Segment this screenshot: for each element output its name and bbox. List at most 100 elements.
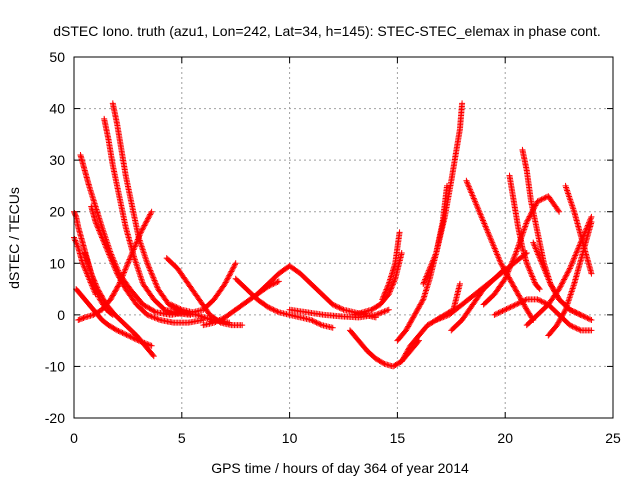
data-point [534, 198, 541, 205]
data-point [538, 260, 545, 267]
data-point [385, 306, 392, 313]
data-point [127, 255, 134, 262]
data-point [543, 272, 550, 279]
data-point [137, 274, 144, 281]
y-axis-label: dSTEC / TECUs [6, 187, 22, 289]
data-point [494, 310, 501, 317]
data-point [419, 297, 426, 304]
data-point [168, 301, 175, 308]
data-point [514, 247, 521, 254]
data-point [140, 223, 147, 230]
data-point [273, 307, 280, 314]
data-point [501, 266, 508, 273]
data-point [588, 270, 595, 277]
data-point [95, 226, 102, 233]
data-point [173, 304, 180, 311]
data-point [570, 283, 577, 290]
data-point [495, 254, 502, 261]
data-point [415, 305, 422, 312]
data-point [515, 300, 522, 307]
data-point [375, 310, 382, 317]
data-point [568, 261, 575, 268]
data-point [106, 251, 113, 258]
data-point [382, 287, 389, 294]
data-point [524, 261, 531, 268]
data-point [138, 276, 145, 283]
data-point [121, 269, 128, 276]
data-point [531, 277, 538, 284]
data-point [372, 311, 379, 318]
data-point [535, 297, 542, 304]
data-point [230, 264, 237, 271]
data-point [138, 243, 145, 250]
data-point [553, 322, 560, 329]
data-point [560, 277, 567, 284]
data-point [270, 280, 277, 287]
data-point [567, 198, 574, 205]
data-point [137, 273, 144, 280]
data-point [89, 273, 96, 280]
data-point [582, 228, 589, 235]
data-point [229, 265, 236, 272]
data-series [448, 265, 509, 334]
data-point [97, 291, 104, 298]
data-point [105, 249, 112, 256]
data-point [109, 292, 116, 299]
data-point [101, 240, 108, 247]
data-point [154, 315, 161, 322]
data-point [570, 205, 577, 212]
data-point [507, 262, 514, 269]
data-point [100, 237, 107, 244]
data-point [337, 305, 344, 312]
data-point [150, 276, 157, 283]
data-point [459, 100, 466, 107]
data-point [423, 272, 430, 279]
data-point [484, 227, 491, 234]
data-point [566, 322, 573, 329]
data-point [102, 242, 109, 249]
data-point [569, 259, 576, 266]
data-point [567, 291, 574, 298]
data-point [416, 302, 423, 309]
data-point [139, 226, 146, 233]
data-point [414, 306, 421, 313]
data-point [494, 251, 501, 258]
data-point [422, 275, 429, 282]
data-point [150, 274, 157, 281]
data-point [271, 280, 278, 287]
data-point [212, 318, 219, 325]
data-point [274, 278, 281, 285]
data-point [511, 302, 518, 309]
data-point [136, 270, 143, 277]
data-point [110, 261, 117, 268]
data-point [502, 306, 509, 313]
data-point [143, 218, 150, 225]
data-point [581, 229, 588, 236]
data-point [412, 310, 419, 317]
data-point [468, 191, 475, 198]
data-point [410, 313, 417, 320]
data-point [115, 282, 122, 289]
data-point [222, 279, 229, 286]
data-point [132, 258, 139, 265]
data-point [151, 308, 158, 315]
data-point [528, 272, 535, 279]
data-point [88, 272, 95, 279]
data-point [561, 276, 568, 283]
data-point [80, 263, 87, 270]
data-point [424, 270, 431, 277]
data-point [537, 257, 544, 264]
data-point [496, 257, 503, 264]
data-point [509, 257, 516, 264]
data-point [585, 315, 592, 322]
data-point [542, 269, 549, 276]
data-point [529, 275, 536, 282]
data-point [100, 238, 107, 245]
data-point [515, 292, 522, 299]
data-point [77, 315, 84, 322]
data-point [575, 243, 582, 250]
data-point [508, 261, 515, 268]
data-point [135, 268, 142, 275]
data-point [569, 285, 576, 292]
data-point [79, 315, 86, 322]
